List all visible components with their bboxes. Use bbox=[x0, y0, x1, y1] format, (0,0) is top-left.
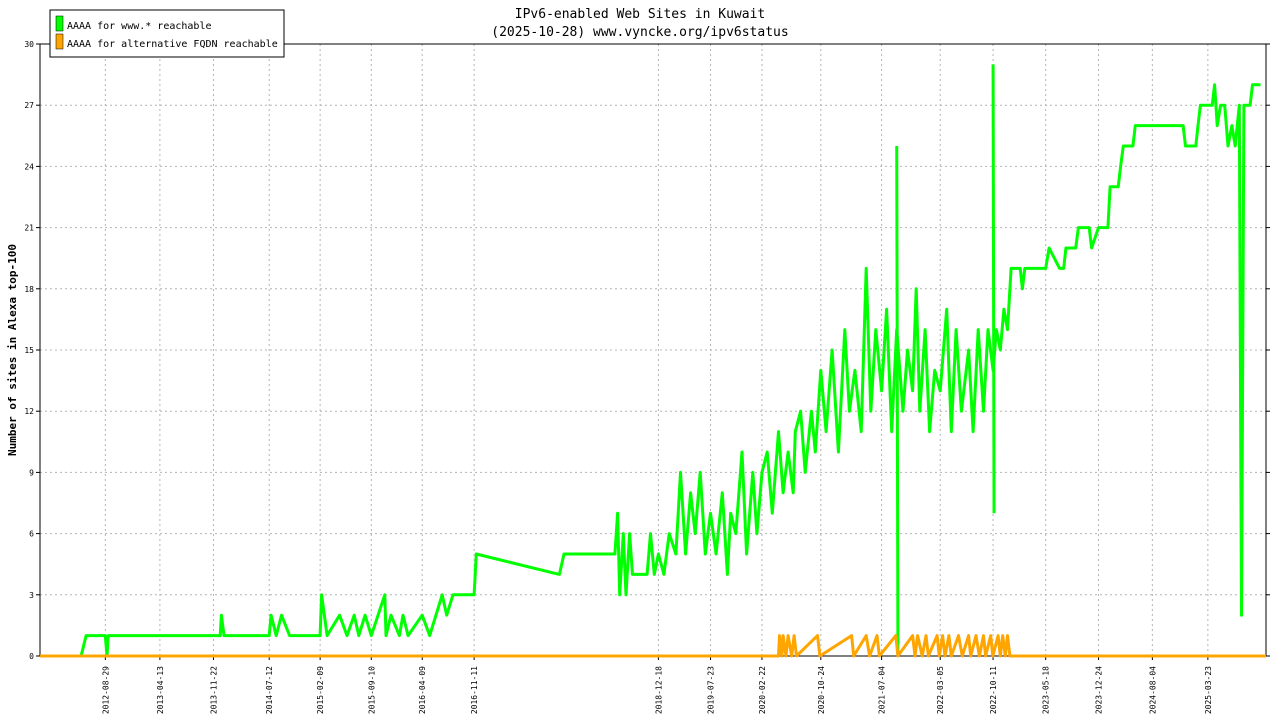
y-tick-label: 0 bbox=[29, 652, 34, 661]
legend-swatch-alternative-fqdn bbox=[55, 33, 64, 50]
x-tick-label: 2019-07-23 bbox=[707, 666, 716, 714]
legend-box bbox=[49, 9, 285, 58]
series-spike-0 bbox=[991, 64, 996, 514]
x-tick-label: 2014-07-12 bbox=[265, 666, 274, 714]
chart-title: IPv6-enabled Web Sites in Kuwait bbox=[515, 7, 765, 22]
legend-swatch-www bbox=[55, 15, 64, 32]
x-tick-label: 2013-11-22 bbox=[209, 666, 218, 714]
y-tick-label: 6 bbox=[29, 530, 34, 539]
chart-subtitle: (2025-10-28) www.vyncke.org/ipv6status bbox=[491, 25, 788, 40]
y-tick-label: 24 bbox=[24, 162, 34, 171]
x-tick-label: 2022-10-11 bbox=[989, 666, 998, 714]
legend-label-alternative-fqdn: AAAA for alternative FQDN reachable bbox=[67, 39, 278, 50]
x-tick-label: 2015-09-10 bbox=[367, 666, 376, 714]
legend-label-www: AAAA for www.* reachable bbox=[67, 21, 212, 32]
x-tick-label: 2020-02-22 bbox=[758, 666, 767, 714]
y-tick-label: 9 bbox=[29, 468, 34, 477]
series-line-1 bbox=[40, 634, 1266, 658]
x-tick-label: 2025-03-23 bbox=[1204, 666, 1213, 714]
x-axis: 2012-08-29 2013-04-13 2013-11-22 2014-07-12… bbox=[101, 656, 1213, 714]
legend: AAAA for www.* reachable AAAA for altern… bbox=[49, 9, 285, 58]
y-tick-label: 15 bbox=[24, 346, 34, 355]
y-tick-label: 3 bbox=[29, 591, 34, 600]
y-tick-label: 12 bbox=[24, 407, 34, 416]
x-tick-label: 2018-12-18 bbox=[654, 666, 663, 714]
y-tick-label: 18 bbox=[24, 285, 34, 294]
y-tick-label: 30 bbox=[24, 40, 34, 49]
series-layer bbox=[40, 64, 1266, 658]
series-spike-0 bbox=[895, 145, 900, 657]
x-tick-label: 2015-02-09 bbox=[316, 666, 325, 714]
x-tick-label: 2023-05-18 bbox=[1042, 666, 1051, 714]
x-tick-label: 2022-03-05 bbox=[936, 666, 945, 714]
y-axis-label: Number of sites in Alexa top-100 bbox=[6, 244, 19, 456]
y-axis: 0 3 6 9 12 15 18 21 24 27 30 bbox=[24, 40, 1270, 661]
y-tick-label: 21 bbox=[24, 224, 34, 233]
x-tick-label: 2023-12-24 bbox=[1095, 666, 1104, 714]
x-tick-label: 2020-10-24 bbox=[817, 666, 826, 714]
x-tick-label: 2016-11-11 bbox=[470, 666, 479, 714]
series-line-0 bbox=[79, 83, 1261, 658]
x-tick-label: 2012-08-29 bbox=[101, 666, 110, 714]
x-tick-label: 2013-04-13 bbox=[156, 666, 165, 714]
y-tick-label: 27 bbox=[24, 101, 34, 110]
x-tick-label: 2016-04-09 bbox=[418, 666, 427, 714]
x-tick-label: 2021-07-04 bbox=[878, 666, 887, 714]
x-tick-label: 2024-08-04 bbox=[1148, 666, 1157, 714]
